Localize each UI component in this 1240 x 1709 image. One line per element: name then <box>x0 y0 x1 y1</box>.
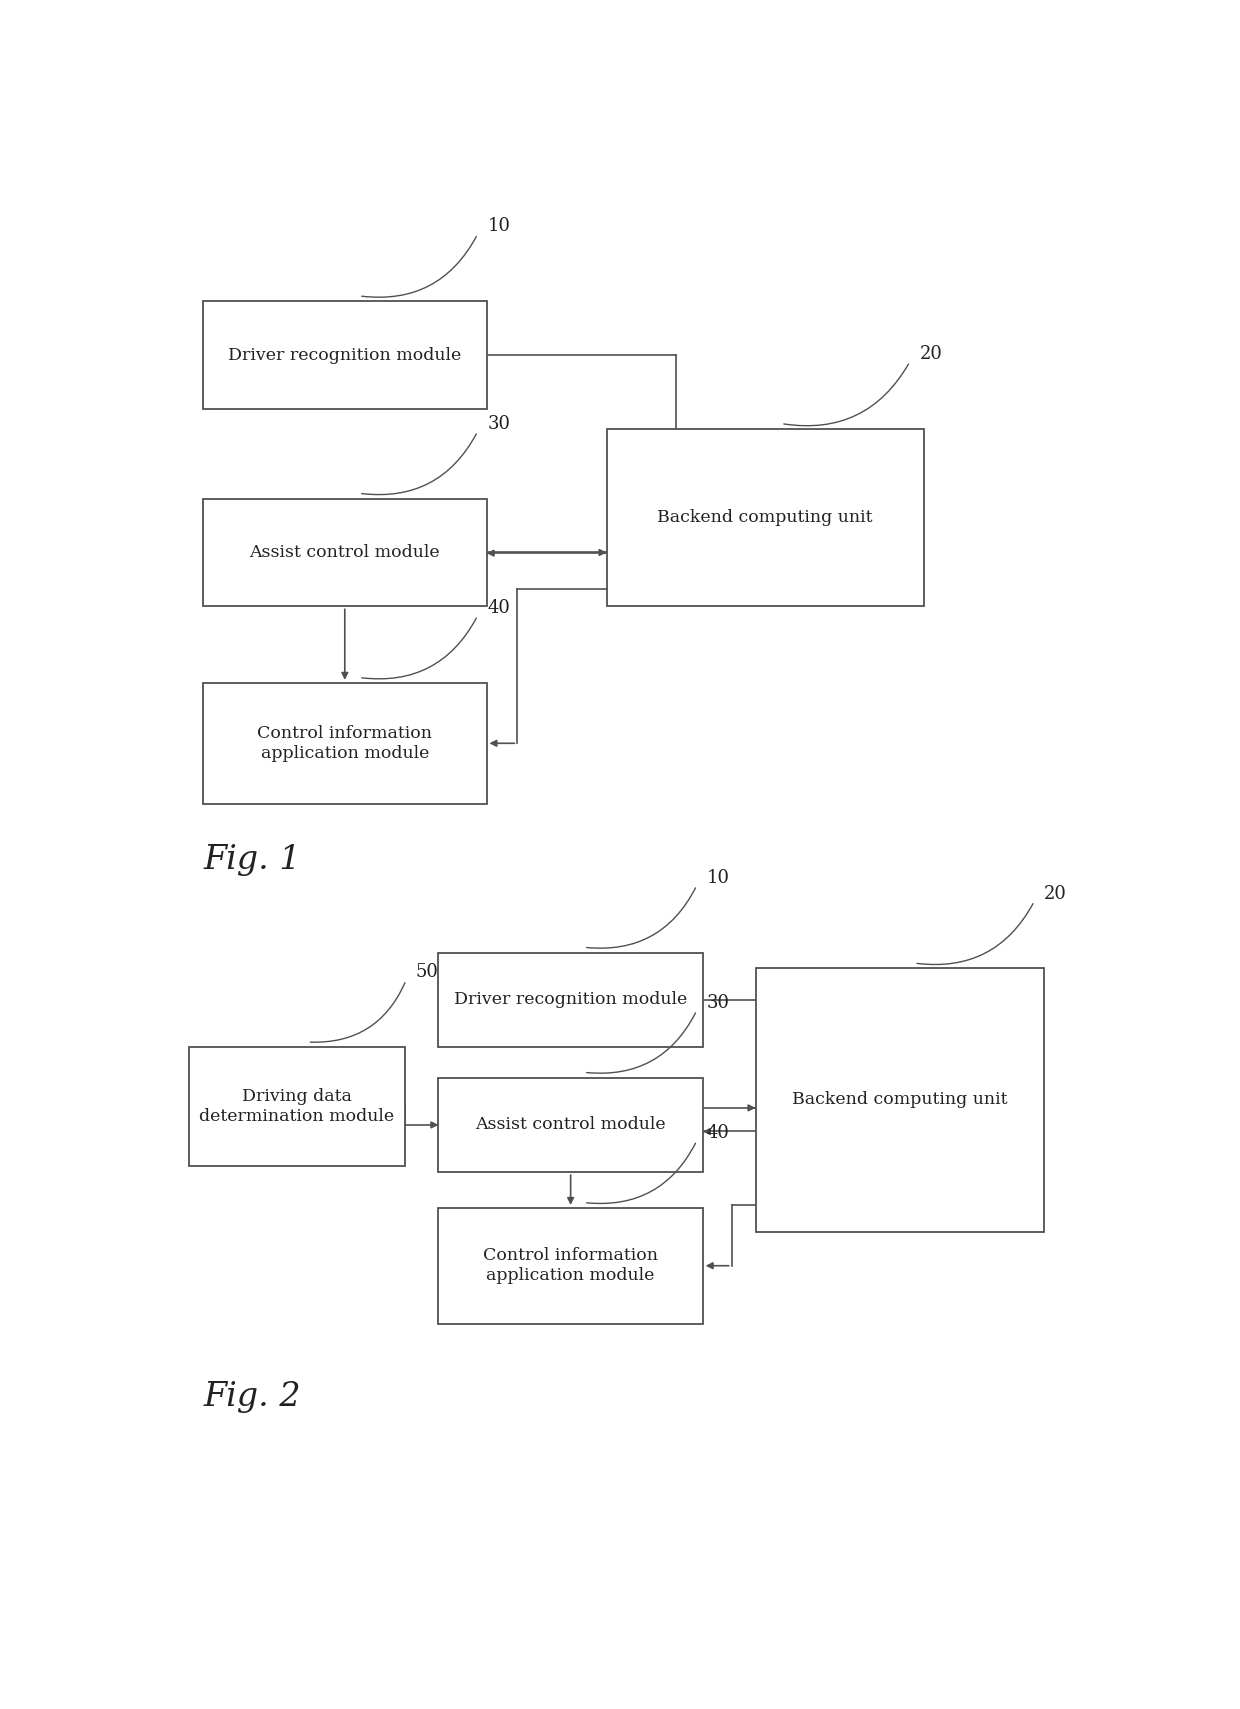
Text: 40: 40 <box>487 598 510 617</box>
Text: Fig. 1: Fig. 1 <box>203 844 300 877</box>
Text: Assist control module: Assist control module <box>249 543 440 561</box>
Text: 10: 10 <box>487 217 511 236</box>
Text: Driver recognition module: Driver recognition module <box>454 991 687 1008</box>
FancyBboxPatch shape <box>439 952 703 1048</box>
Text: 40: 40 <box>707 1125 729 1142</box>
FancyBboxPatch shape <box>439 1078 703 1172</box>
FancyBboxPatch shape <box>606 429 924 607</box>
Text: 30: 30 <box>707 993 729 1012</box>
Text: 20: 20 <box>920 345 942 362</box>
Text: 10: 10 <box>707 868 729 887</box>
Text: Backend computing unit: Backend computing unit <box>657 509 873 526</box>
Text: 20: 20 <box>1044 885 1066 902</box>
Text: Driver recognition module: Driver recognition module <box>228 347 461 364</box>
Text: Control information
application module: Control information application module <box>257 725 433 762</box>
Text: Control information
application module: Control information application module <box>484 1248 658 1283</box>
Text: Backend computing unit: Backend computing unit <box>792 1092 1008 1109</box>
Text: Driving data
determination module: Driving data determination module <box>200 1089 394 1125</box>
FancyBboxPatch shape <box>203 499 486 607</box>
Text: Assist control module: Assist control module <box>475 1116 666 1133</box>
FancyBboxPatch shape <box>755 969 1044 1232</box>
FancyBboxPatch shape <box>188 1048 404 1166</box>
Text: 30: 30 <box>487 415 511 432</box>
FancyBboxPatch shape <box>203 684 486 803</box>
Text: Fig. 2: Fig. 2 <box>203 1381 300 1413</box>
Text: 50: 50 <box>415 964 439 981</box>
FancyBboxPatch shape <box>439 1208 703 1323</box>
FancyBboxPatch shape <box>203 301 486 408</box>
